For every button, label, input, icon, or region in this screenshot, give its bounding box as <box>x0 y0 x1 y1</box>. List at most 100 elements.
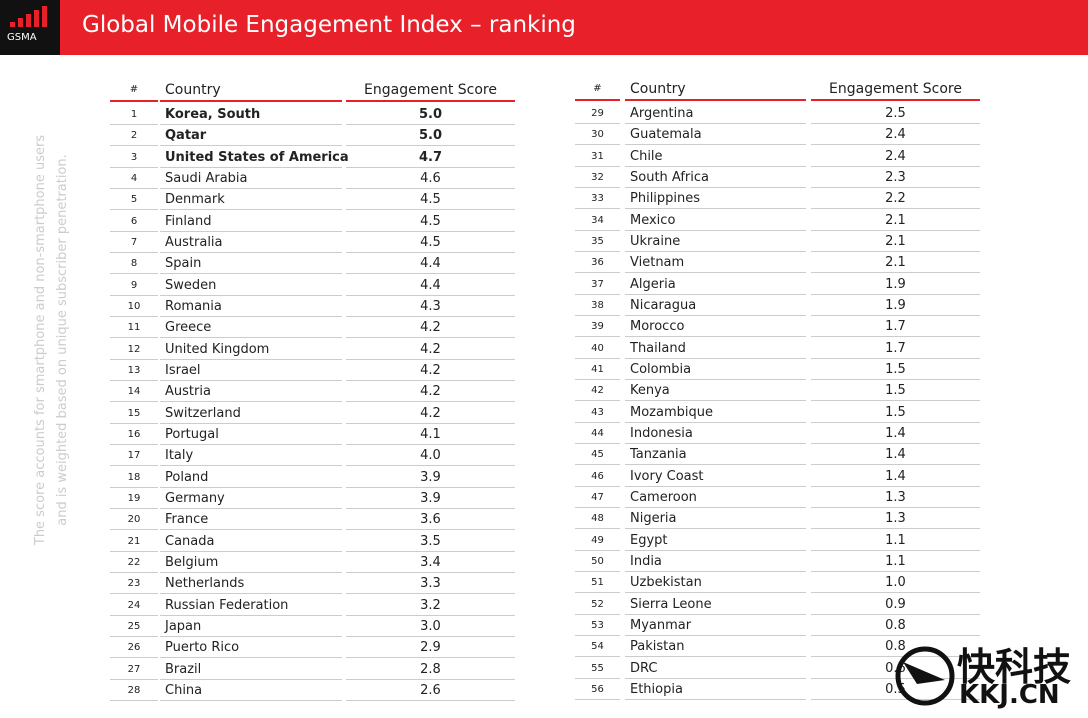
country: Poland <box>160 468 342 488</box>
score: 1.9 <box>811 275 980 295</box>
country: Korea, South <box>160 105 342 125</box>
country: Nicaragua <box>625 296 806 316</box>
country: Switzerland <box>160 404 342 424</box>
rank: 32 <box>575 168 620 188</box>
score: 2.8 <box>346 660 515 680</box>
rank: 39 <box>575 317 620 338</box>
rank: 45 <box>575 445 620 466</box>
country: Cameroon <box>625 488 806 508</box>
rank: 23 <box>110 574 158 595</box>
country: South Africa <box>625 168 806 188</box>
rank: 55 <box>575 659 620 679</box>
score: 1.3 <box>811 488 980 508</box>
country: Sierra Leone <box>625 595 806 615</box>
rank: 13 <box>110 361 158 381</box>
country: Finland <box>160 212 342 232</box>
header-bar: GSMA Global Mobile Engagement Index – ra… <box>0 0 1088 55</box>
score: 2.4 <box>811 147 980 167</box>
rank: 48 <box>575 509 620 530</box>
score: 0.9 <box>811 595 980 615</box>
rank: 49 <box>575 531 620 551</box>
rank: 27 <box>110 660 158 680</box>
country: Uzbekistan <box>625 573 806 594</box>
logo-text: GSMA <box>7 32 37 43</box>
logo: GSMA <box>0 0 60 55</box>
country: Morocco <box>625 317 806 338</box>
country: Puerto Rico <box>160 638 342 659</box>
country: Israel <box>160 361 342 381</box>
column-header: Engagement Score <box>811 79 980 101</box>
country: Sweden <box>160 276 342 296</box>
score: 5.0 <box>346 126 515 147</box>
rank: 30 <box>575 125 620 146</box>
rank: 6 <box>110 212 158 232</box>
country: Vietnam <box>625 253 806 274</box>
country: Algeria <box>625 275 806 295</box>
country: Saudi Arabia <box>160 169 342 189</box>
score: 3.0 <box>346 617 515 637</box>
rank: 40 <box>575 339 620 359</box>
score: 4.6 <box>346 169 515 189</box>
country: Nigeria <box>625 509 806 530</box>
note-line: The score accounts for smartphone and no… <box>33 134 48 546</box>
column-header: Country <box>160 80 342 102</box>
country: Tanzania <box>625 445 806 466</box>
country: Netherlands <box>160 574 342 595</box>
rank: 53 <box>575 616 620 636</box>
rank: 50 <box>575 552 620 572</box>
rank: 9 <box>110 276 158 296</box>
score: 4.1 <box>346 425 515 445</box>
country: Brazil <box>160 660 342 680</box>
rank: 19 <box>110 489 158 509</box>
rank: 28 <box>110 681 158 701</box>
rank: 26 <box>110 638 158 659</box>
rank: 29 <box>575 104 620 124</box>
country: Mozambique <box>625 403 806 423</box>
score: 0.8 <box>811 616 980 636</box>
rank: 10 <box>110 297 158 317</box>
score: 2.2 <box>811 189 980 210</box>
country: India <box>625 552 806 572</box>
country: Mexico <box>625 211 806 231</box>
score: 3.2 <box>346 596 515 616</box>
country: United Kingdom <box>160 340 342 360</box>
score: 5.0 <box>346 105 515 125</box>
rank: 47 <box>575 488 620 508</box>
score: 3.9 <box>346 468 515 488</box>
score: 1.0 <box>811 573 980 594</box>
score: 0.8 <box>811 637 980 658</box>
rank: 20 <box>110 510 158 531</box>
watermark-name: 快科技 <box>957 645 1072 689</box>
score: 1.4 <box>811 424 980 444</box>
country: Indonesia <box>625 424 806 444</box>
score: 4.2 <box>346 361 515 381</box>
side-note: The score accounts for smartphone and no… <box>30 135 74 545</box>
country: Colombia <box>625 360 806 380</box>
score: 4.2 <box>346 404 515 424</box>
rank: 14 <box>110 382 158 403</box>
logo-bars <box>10 6 47 27</box>
rank: 37 <box>575 275 620 295</box>
rank: 52 <box>575 595 620 615</box>
rank: 31 <box>575 147 620 167</box>
score: 2.9 <box>346 638 515 659</box>
rank: 18 <box>110 468 158 488</box>
score: 4.4 <box>346 254 515 275</box>
country: Ukraine <box>625 232 806 252</box>
rank: 3 <box>110 148 158 168</box>
country: DRC <box>625 659 806 679</box>
score: 3.6 <box>346 510 515 531</box>
country: Argentina <box>625 104 806 124</box>
country: United States of America <box>160 148 349 168</box>
score: 4.2 <box>346 382 515 403</box>
watermark: 快科技 KKJ.CN <box>895 640 1088 714</box>
rank: 1 <box>110 105 158 125</box>
score: 4.5 <box>346 233 515 253</box>
column-header: Country <box>625 79 806 101</box>
country: Egypt <box>625 531 806 551</box>
country: Russian Federation <box>160 596 342 616</box>
score: 3.5 <box>346 532 515 552</box>
note-line: and is weighted based on unique subscrib… <box>55 154 70 526</box>
country: Chile <box>625 147 806 167</box>
country: Canada <box>160 532 342 552</box>
